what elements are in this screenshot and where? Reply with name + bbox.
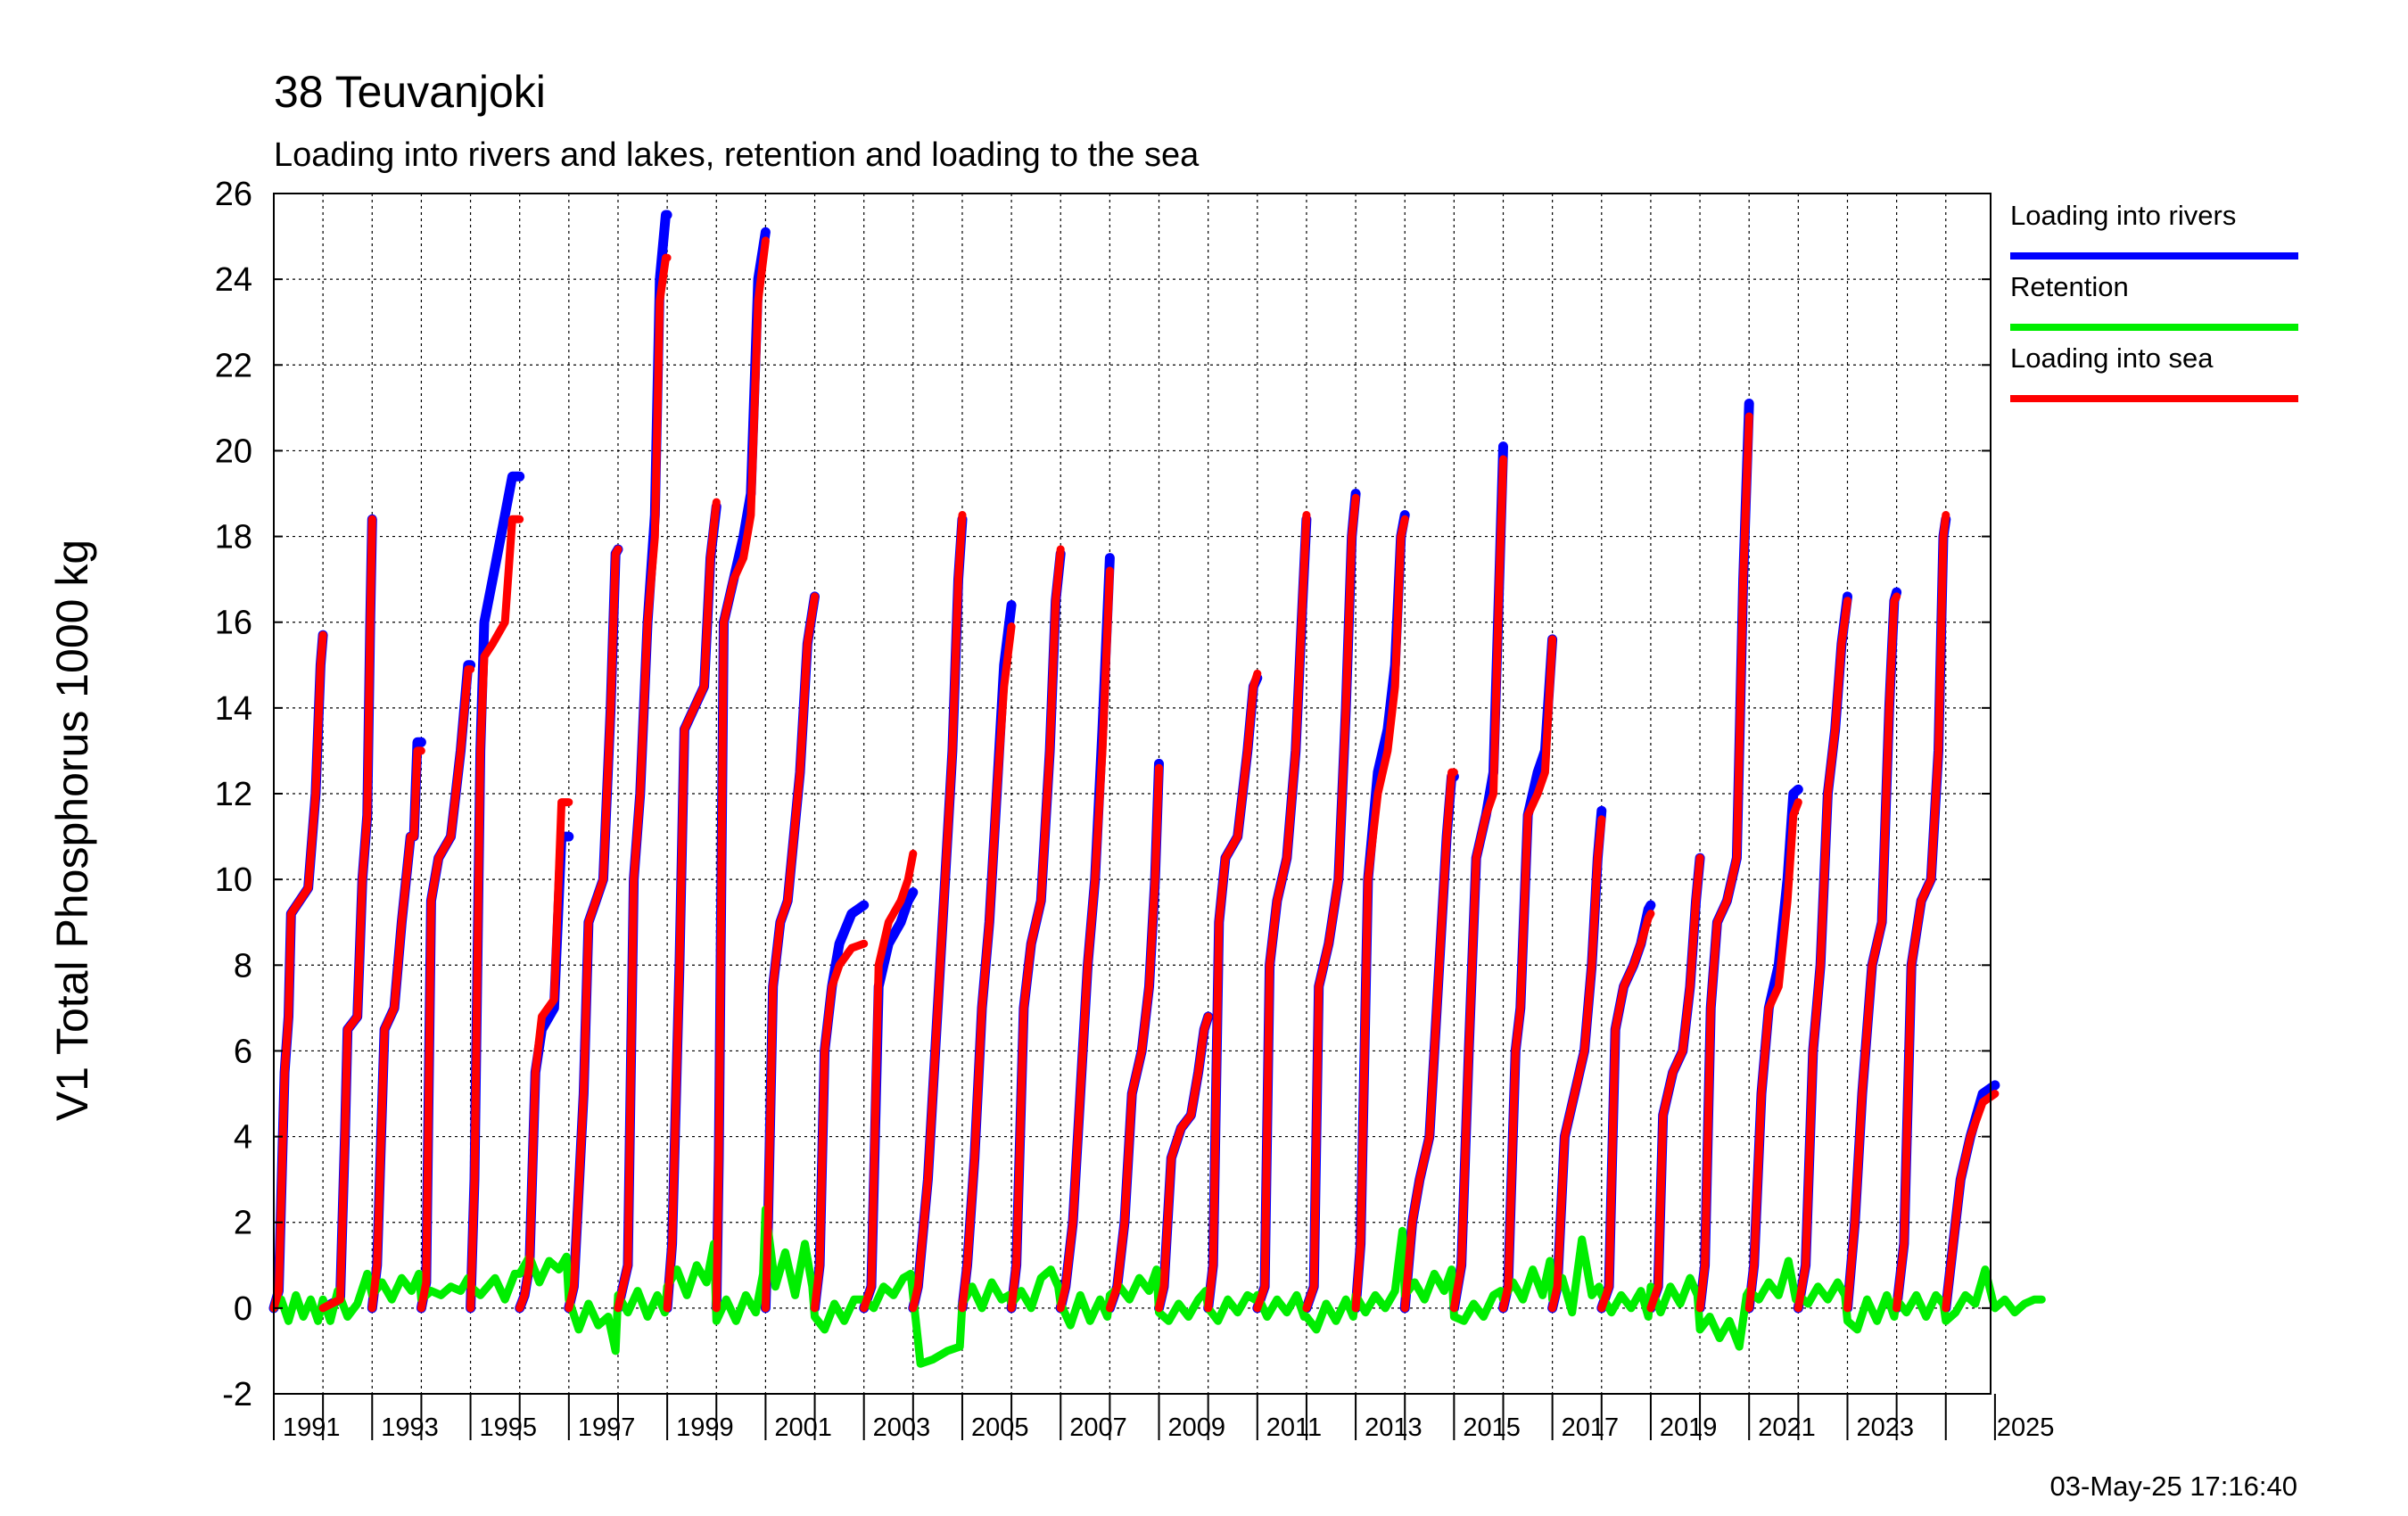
- series-loading-into-sea-year: [1548, 815, 1606, 1313]
- x-tick-label: 2013: [1365, 1413, 1423, 1442]
- series-loading-into-sea-year: [1449, 455, 1507, 1313]
- x-tick-label: 2023: [1856, 1413, 1914, 1442]
- series-lines: [268, 210, 2046, 1368]
- series-loading-into-sea-year: [1204, 669, 1262, 1313]
- legend-label: Retention: [2010, 271, 2129, 302]
- x-tick-label: 2001: [774, 1413, 832, 1442]
- timestamp: 03-May-25 17:16:40: [2050, 1471, 2297, 1502]
- legend-label: Loading into rivers: [2010, 200, 2236, 231]
- series-loading-into-sea-year: [909, 511, 967, 1313]
- series-loading-into-sea-year: [663, 498, 721, 1313]
- series-loading-into-sea-year: [614, 253, 672, 1313]
- series-loading-into-sea-year: [1007, 545, 1065, 1313]
- series-loading-into-sea-year: [1253, 511, 1311, 1313]
- y-tick-label: 4: [234, 1119, 252, 1157]
- series-loading-into-sea-year: [1105, 763, 1163, 1313]
- x-tick-label: 2011: [1266, 1413, 1322, 1442]
- series-loading-into-sea-year: [958, 622, 1016, 1313]
- y-tick-label: 2: [234, 1205, 252, 1242]
- chart-title: 38 Teuvanjoki: [274, 67, 546, 117]
- x-tick-label: 2021: [1758, 1413, 1816, 1442]
- x-tick-label: 2005: [971, 1413, 1029, 1442]
- x-tick-label: 2019: [1660, 1413, 1718, 1442]
- series-retention: [269, 1205, 2046, 1368]
- x-tick-label: 1991: [283, 1413, 341, 1442]
- series-loading-into-sea-year: [1744, 798, 1802, 1313]
- y-tick-label: 16: [215, 605, 252, 642]
- series-loading-into-sea-year: [761, 592, 819, 1313]
- legend-label: Loading into sea: [2010, 342, 2214, 374]
- series-loading-into-sea-year: [1695, 412, 1753, 1313]
- x-tick-label: 1997: [578, 1413, 636, 1442]
- x-tick-label: 2015: [1463, 1413, 1521, 1442]
- x-tick-label: 2009: [1168, 1413, 1226, 1442]
- series-loading-into-sea-year: [1794, 597, 1851, 1313]
- y-tick-label: 0: [234, 1290, 252, 1328]
- series-loading-into-sea-year: [269, 630, 327, 1313]
- x-tick-label: 2007: [1069, 1413, 1127, 1442]
- x-tick-label: 1999: [676, 1413, 734, 1442]
- y-tick-label: 18: [215, 519, 252, 556]
- y-tick-label: 14: [215, 690, 252, 728]
- series-loading-into-sea-year: [416, 665, 475, 1313]
- series-loading-into-rivers-year: [1104, 758, 1164, 1314]
- x-tick-label: 1993: [381, 1413, 439, 1442]
- y-tick-label: 8: [234, 947, 252, 985]
- series-loading-into-sea-year: [1942, 1090, 2000, 1313]
- x-tick-label: 2025: [1997, 1413, 2055, 1442]
- chart-subtitle: Loading into rivers and lakes, retention…: [274, 136, 1200, 174]
- legend: Loading into rivers Retention Loading into…: [2010, 200, 2298, 402]
- series-loading-into-sea-year: [1302, 493, 1360, 1313]
- x-tick-label: 1995: [480, 1413, 538, 1442]
- y-axis-label: V1 Total Phosphorus 1000 kg: [47, 540, 97, 1121]
- y-tick-label: 22: [215, 347, 252, 384]
- series-loading-into-sea-year: [515, 798, 573, 1313]
- series-loading-into-sea-year: [1646, 853, 1704, 1313]
- series-loading-into-sea-year: [1843, 592, 1901, 1313]
- x-tick-label: 2017: [1562, 1413, 1620, 1442]
- y-tick-label: 24: [215, 261, 252, 299]
- y-tick-label: 10: [215, 861, 252, 899]
- x-tick-label: 2003: [873, 1413, 931, 1442]
- series-loading-into-sea-year: [466, 515, 524, 1313]
- series-loading-into-sea-year: [860, 849, 918, 1313]
- series-loading-into-sea-year: [367, 746, 425, 1313]
- series-loading-into-sea-year: [1351, 515, 1409, 1313]
- series-loading-into-sea-year: [1597, 910, 1655, 1313]
- y-tick-label: 26: [215, 176, 252, 213]
- series-loading-into-sea-year: [1400, 768, 1458, 1313]
- y-tick-label: -2: [222, 1376, 252, 1413]
- series-loading-into-sea-year: [565, 545, 623, 1313]
- y-tick-label: 12: [215, 776, 252, 813]
- series-loading-into-sea-year: [318, 515, 376, 1313]
- series-loading-into-sea-year: [712, 236, 770, 1313]
- series-loading-into-sea-year: [1155, 1012, 1213, 1313]
- series-loading-into-sea-year: [1499, 635, 1557, 1313]
- y-tick-label: 20: [215, 433, 252, 470]
- series-loading-into-sea-year: [1056, 566, 1114, 1313]
- series-loading-into-sea-year: [811, 939, 869, 1313]
- y-tick-label: 6: [234, 1033, 252, 1070]
- series-loading-into-sea-year: [1893, 511, 1950, 1313]
